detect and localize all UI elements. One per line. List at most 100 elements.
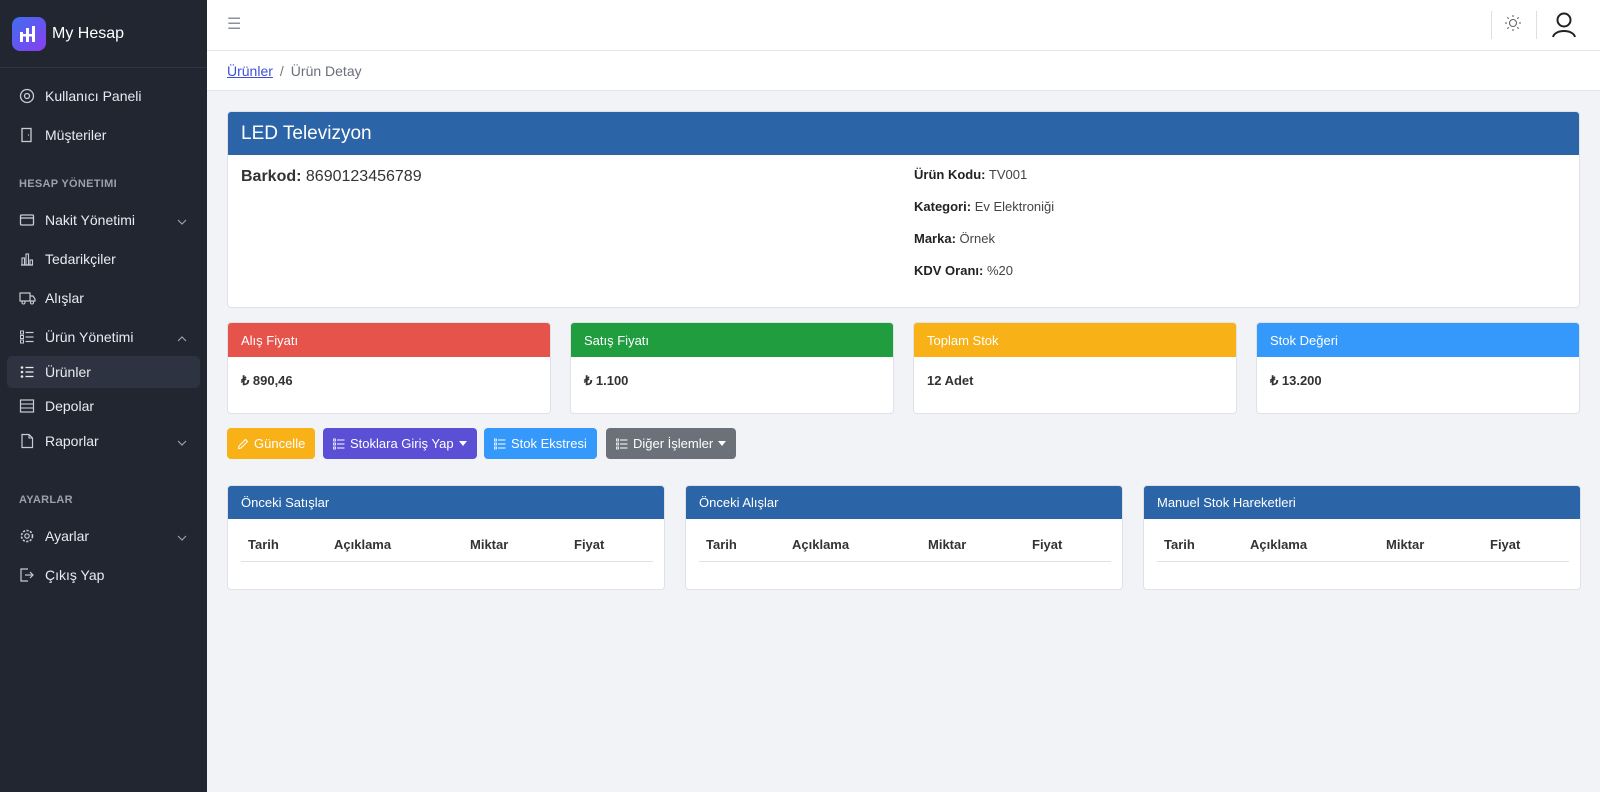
column-header[interactable]: Tarih (1157, 533, 1243, 562)
divider (1491, 11, 1492, 39)
theme-toggle-sun-icon[interactable] (1504, 14, 1522, 35)
column-header[interactable]: Tarih (241, 533, 327, 562)
caret-down-icon (718, 441, 727, 446)
gear-icon (18, 527, 36, 545)
stat-value: ₺ 13.200 (1270, 373, 1322, 388)
product-title: LED Televizyon (228, 112, 1579, 155)
sidebar-item-label: Depolar (45, 397, 95, 414)
chevron-down-icon (177, 433, 187, 449)
stat-header: Toplam Stok (914, 323, 1236, 357)
column-header[interactable]: Fiyat (1025, 533, 1111, 562)
brand[interactable]: My Hesap (0, 0, 207, 68)
detail-kategori: Kategori: Ev Elektroniği (914, 199, 1054, 231)
sidebar-item-label: Ürün Yönetimi (45, 328, 134, 345)
breadcrumb-separator: / (279, 62, 284, 79)
detail-label: Ürün Kodu: (914, 167, 986, 182)
previous-purchases-table: Tarih Açıklama Miktar Fiyat (699, 533, 1111, 562)
column-header[interactable]: Miktar (921, 533, 1025, 562)
column-header[interactable]: Açıklama (1243, 533, 1379, 562)
detail-value: Örnek (959, 231, 995, 246)
list-bullets-icon (494, 438, 506, 450)
sidebar-item-ayarlar[interactable]: Ayarlar (0, 516, 207, 555)
column-header[interactable]: Açıklama (327, 533, 463, 562)
barkod-label: Barkod: (241, 168, 302, 185)
column-header[interactable]: Tarih (699, 533, 785, 562)
storage-icon (18, 397, 36, 415)
sidebar-item-alislar[interactable]: Alışlar (0, 278, 207, 317)
sidebar-item-tedarikciler[interactable]: Tedarikçiler (0, 239, 207, 278)
sidebar-item-raporlar[interactable]: Raporlar (0, 423, 207, 458)
sidebar-item-urunler[interactable]: Ürünler (7, 356, 200, 388)
stock-entry-dropdown-button[interactable]: Stoklara Giriş Yap (323, 428, 477, 459)
card-title: Önceki Alışlar (686, 486, 1122, 519)
list-icon (18, 328, 36, 346)
topbar: ☰ (207, 0, 1600, 51)
button-label: Stoklara Giriş Yap (350, 436, 454, 451)
sidebar-item-musteriler[interactable]: Müşteriler (0, 115, 207, 154)
detail-value: %20 (986, 263, 1013, 278)
file-icon (18, 432, 36, 450)
section-ayarlar: AYARLAR (19, 494, 73, 506)
chevron-up-icon (177, 329, 187, 345)
list-bullets-icon (616, 438, 628, 450)
stock-statement-button[interactable]: Stok Ekstresi (484, 428, 597, 459)
detail-value: Ev Elektroniği (974, 199, 1055, 214)
sidebar-item-nakit-yonetimi[interactable]: Nakit Yönetimi (0, 200, 207, 239)
manual-stock-movements-table: Tarih Açıklama Miktar Fiyat (1157, 533, 1569, 562)
sidebar-item-label: Ayarlar (45, 527, 90, 544)
detail-value: TV001 (988, 167, 1028, 182)
column-header[interactable]: Miktar (463, 533, 567, 562)
stat-card-alis-fiyati: Alış Fiyatı ₺ 890,46 (227, 322, 551, 414)
breadcrumb: Ürünler / Ürün Detay (207, 51, 1600, 91)
bar-chart-icon (18, 250, 36, 268)
stat-header: Satış Fiyatı (571, 323, 893, 357)
stat-value: ₺ 890,46 (241, 373, 293, 388)
detail-marka: Marka: Örnek (914, 231, 1054, 263)
breadcrumb-current: Ürün Detay (290, 62, 362, 79)
detail-label: KDV Oranı: (914, 263, 984, 278)
button-label: Stok Ekstresi (511, 436, 587, 451)
caret-down-icon (458, 441, 467, 446)
button-label: Diğer İşlemler (633, 436, 714, 451)
column-header[interactable]: Fiyat (1483, 533, 1569, 562)
previous-sales-card: Önceki Satışlar Tarih Açıklama Miktar Fi… (227, 485, 665, 590)
stat-card-satis-fiyati: Satış Fiyatı ₺ 1.100 (570, 322, 894, 414)
sidebar-item-label: Alışlar (45, 289, 84, 306)
sidebar-item-cikis-yap[interactable]: Çıkış Yap (0, 555, 207, 594)
update-button[interactable]: Güncelle (227, 428, 316, 459)
sidebar-item-label: Çıkış Yap (45, 566, 105, 583)
brand-logo-icon (12, 16, 46, 51)
barkod-value: 8690123456789 (305, 168, 422, 185)
divider (1536, 11, 1537, 39)
stat-value: ₺ 1.100 (584, 373, 629, 388)
card-title: Önceki Satışlar (228, 486, 664, 519)
sidebar-item-label: Tedarikçiler (45, 250, 116, 267)
sidebar: My Hesap Kullanıcı Paneli Müşteriler HES… (0, 0, 207, 792)
chevron-down-icon (177, 212, 187, 228)
sidebar-item-label: Raporlar (45, 432, 99, 449)
sidebar-item-urun-yonetimi[interactable]: Ürün Yönetimi (0, 317, 207, 356)
user-avatar-icon[interactable] (1551, 11, 1577, 42)
menu-toggle-icon[interactable]: ☰ (227, 16, 242, 33)
list-bullets-icon (18, 363, 36, 381)
truck-icon (18, 289, 36, 307)
other-actions-dropdown-button[interactable]: Diğer İşlemler (606, 428, 737, 459)
detail-label: Marka: (914, 231, 956, 246)
breadcrumb-link-urunler[interactable]: Ürünler (227, 62, 273, 79)
column-header[interactable]: Fiyat (567, 533, 653, 562)
pencil-icon (237, 438, 249, 450)
stat-header: Stok Değeri (1257, 323, 1579, 357)
logout-icon (18, 566, 36, 584)
detail-kdv-orani: KDV Oranı: %20 (914, 263, 1054, 295)
barkod: Barkod: 8690123456789 (241, 168, 422, 186)
stat-card-toplam-stok: Toplam Stok 12 Adet (913, 322, 1237, 414)
column-header[interactable]: Açıklama (785, 533, 921, 562)
wallet-icon (18, 211, 36, 229)
list-bullets-icon (333, 438, 345, 450)
sidebar-item-depolar[interactable]: Depolar (0, 388, 207, 423)
detail-label: Kategori: (914, 199, 972, 214)
column-header[interactable]: Miktar (1379, 533, 1483, 562)
previous-sales-table: Tarih Açıklama Miktar Fiyat (241, 533, 653, 562)
dashboard-icon (18, 87, 36, 105)
sidebar-item-kullanici-paneli[interactable]: Kullanıcı Paneli (0, 76, 207, 115)
